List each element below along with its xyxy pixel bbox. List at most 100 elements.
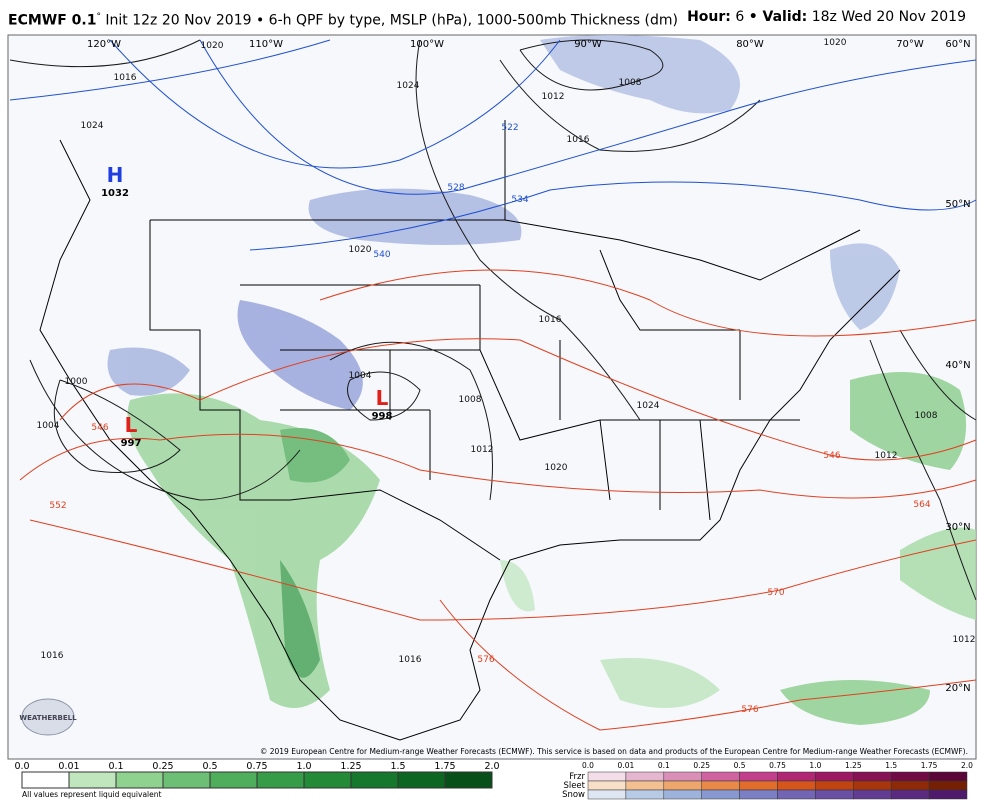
- snow-area: [540, 35, 740, 114]
- legend-swatch: [444, 771, 493, 789]
- thickness-line: [9, 39, 331, 101]
- legend-swatch: [397, 771, 446, 789]
- legend-swatch: [928, 771, 968, 782]
- isobar-label: 1016: [399, 655, 422, 665]
- isobar: [869, 339, 977, 601]
- brand-logo: [21, 698, 75, 736]
- rain-area: [780, 680, 930, 725]
- thickness-label: 546: [823, 451, 840, 461]
- thickness-label: 552: [49, 501, 66, 511]
- legend-tick-label: 1.0: [809, 761, 821, 770]
- legend-swatch: [739, 780, 778, 791]
- legend-swatch: [928, 780, 968, 791]
- legend-tick-label: 0.5: [202, 761, 217, 772]
- legend-tick-label: 1.75: [921, 761, 938, 770]
- isobar-label: 1012: [953, 635, 976, 645]
- pressure-value: 1032: [101, 188, 129, 199]
- isobar-label: 1012: [542, 92, 565, 102]
- legend-swatch: [701, 771, 740, 782]
- legend-swatch: [663, 771, 702, 782]
- isobar-label: 1016: [41, 651, 64, 661]
- isobar-label: 1012: [471, 445, 494, 455]
- isobar: [329, 341, 493, 501]
- thickness-label: 528: [447, 183, 464, 193]
- logo-badge: [21, 698, 75, 736]
- thickness-label: 534: [511, 195, 528, 205]
- longitude-label: 100°W: [410, 39, 444, 50]
- isobar: [519, 39, 664, 91]
- isobar-label: 1004: [37, 421, 60, 431]
- legend-tick-label: 1.75: [434, 761, 455, 772]
- legend-swatch: [625, 789, 665, 800]
- isobar-label: 1024: [397, 81, 420, 91]
- thickness-label: 564: [913, 500, 930, 510]
- legend-swatch: [587, 780, 627, 791]
- legend-swatch: [115, 771, 164, 789]
- isobar-label: 1008: [459, 395, 482, 405]
- legend-swatch: [890, 771, 930, 782]
- legend-swatch: [815, 771, 854, 782]
- thickness-warm: [19, 269, 977, 731]
- isobar: [347, 371, 421, 421]
- title: ECMWF 0.1° Init 12z 20 Nov 2019 • 6-h QP…: [8, 0, 678, 38]
- isobars: [9, 39, 977, 601]
- brand: WEATHERBELL: [19, 714, 77, 722]
- legend-swatch: [587, 771, 627, 782]
- legend-tick-label: 0.0: [14, 761, 29, 772]
- precipitation: [107, 35, 976, 725]
- isobar: [9, 39, 201, 68]
- snow-area: [308, 188, 522, 245]
- legend-tick-label: 1.5: [885, 761, 897, 770]
- snow-area: [237, 300, 363, 410]
- legend-type-label: Frzr: [569, 772, 585, 782]
- legend-swatch: [625, 771, 665, 782]
- legend-swatch: [663, 789, 702, 800]
- legend-swatch: [777, 780, 816, 791]
- rain-area: [850, 372, 967, 470]
- legend-tick-label: 0.0: [582, 761, 594, 770]
- snow-area: [830, 243, 900, 330]
- legend-swatch: [777, 789, 816, 800]
- legend-swatch: [853, 789, 892, 800]
- snow-area: [107, 347, 190, 396]
- rain-area: [500, 560, 535, 612]
- legend-tick-label: 0.75: [769, 761, 786, 770]
- isobar-label: 1016: [567, 135, 590, 145]
- rain-area: [280, 428, 350, 483]
- latitude-label: 20°N: [945, 683, 970, 694]
- state-lines: [240, 284, 800, 480]
- latitude-label: 40°N: [945, 360, 970, 371]
- pressure-symbol: L: [125, 413, 138, 437]
- legend-note: All values represent liquid equivalent: [22, 790, 161, 799]
- latitude-label: 50°N: [945, 199, 970, 210]
- legend-swatch: [815, 789, 854, 800]
- isobar-label: 1020: [545, 463, 568, 473]
- longitude-label: 90°W: [574, 39, 602, 50]
- isobar-label: 1020: [349, 245, 372, 255]
- coastline: [39, 139, 901, 741]
- longitude-label: 120°W: [87, 39, 121, 50]
- hour-label: Hour:: [687, 9, 731, 25]
- model: ECMWF 0.1: [8, 12, 97, 29]
- isobar: [415, 39, 641, 421]
- legend-swatch: [209, 771, 258, 789]
- isobar: [899, 329, 977, 421]
- thickness-label: 546: [91, 423, 108, 433]
- thickness-line: [439, 599, 977, 731]
- thickness-label: 522: [501, 123, 518, 133]
- isobar-label: 1004: [349, 371, 372, 381]
- legend-tick-label: 1.25: [340, 761, 361, 772]
- longitude-label: 110°W: [249, 39, 283, 50]
- state-lines: [559, 249, 741, 521]
- isobar-label: 1020: [824, 38, 847, 48]
- border: [150, 120, 861, 281]
- isobar-label: 1024: [637, 401, 660, 411]
- legend-swatch: [815, 780, 854, 791]
- legend-tick-label: 1.5: [390, 761, 405, 772]
- legend-swatch: [587, 789, 627, 800]
- longitude-label: 80°W: [736, 39, 764, 50]
- longitude-label: 60°N: [945, 39, 970, 50]
- isobar-label: 1016: [539, 315, 562, 325]
- thickness-line: [199, 39, 977, 195]
